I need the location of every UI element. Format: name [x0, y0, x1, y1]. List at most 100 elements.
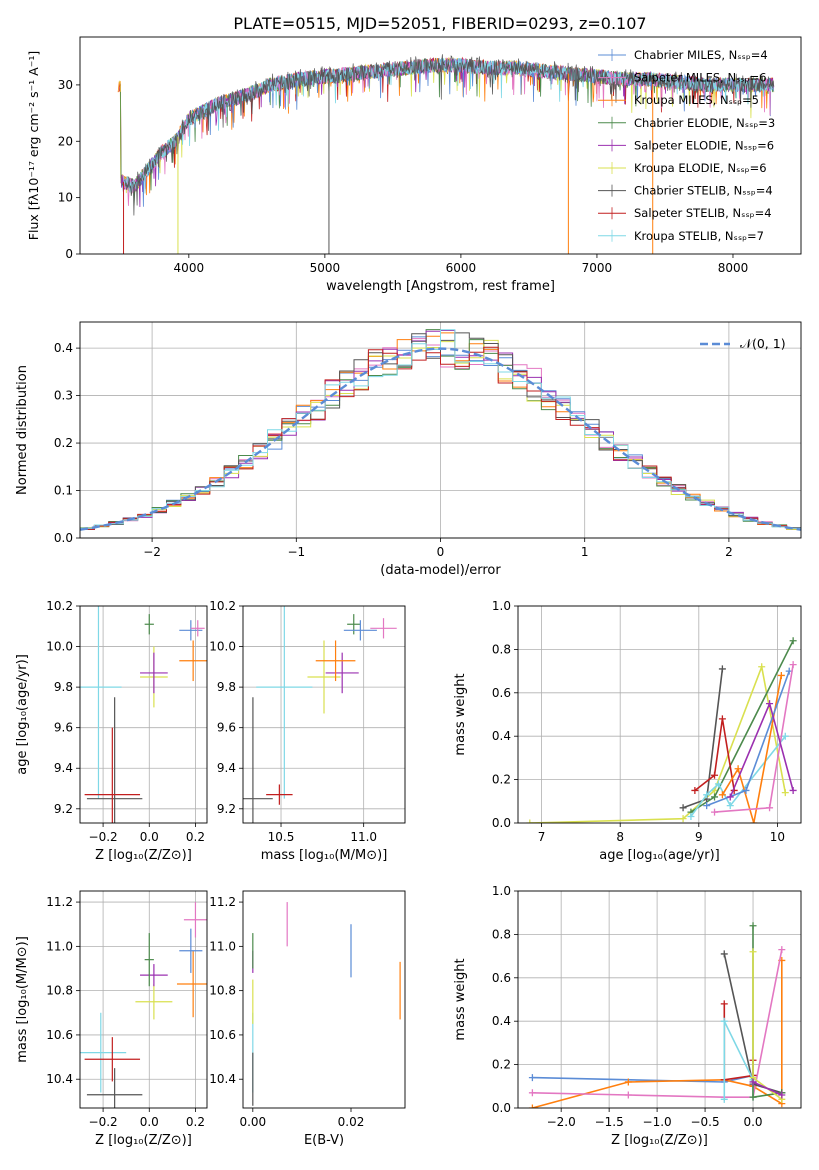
x-tick-label: 0	[437, 545, 445, 559]
normal-curve	[80, 347, 801, 531]
x-tick-label: 4000	[174, 261, 205, 275]
panel-weight_vs_Z: −2.0 −1.5 −1.0 −0.5 0.0 0.0 0.2 0.4 0.6 0.8 1.0 Z […	[453, 884, 802, 1148]
x-axis-label: mass [log₁₀(M/M⊙)]	[261, 848, 388, 863]
y-tick-label: 0.0	[492, 1101, 511, 1115]
y-tick-label: 0.2	[492, 773, 511, 787]
y-axis-label: Normed distribution	[15, 365, 30, 495]
weight-marker	[750, 819, 758, 823]
weight-marker	[720, 1000, 728, 1008]
y-tick-label: 10.6	[209, 1028, 236, 1042]
y-axis-label: mass weight	[453, 673, 468, 755]
panel-weight_vs_age: 7 8 9 10 0.0 0.2 0.4 0.6 0.8 1.0 age [log₁₀(age/yr…	[453, 599, 802, 863]
y-tick-label: 0.4	[492, 1014, 511, 1028]
spectrum-line-chabrier_stelib	[124, 54, 775, 216]
x-tick-label: 0.0	[140, 830, 159, 844]
y-tick-label: 0.8	[492, 927, 511, 941]
weight-line-salpeter_stelib	[723, 1003, 754, 1081]
x-axis-label: (data-model)/error	[380, 563, 501, 578]
weight-marker	[734, 765, 742, 773]
axes-frame	[79, 36, 802, 255]
weight-marker	[766, 700, 774, 708]
y-tick-label: 9.6	[54, 721, 73, 735]
weight-marker	[624, 1078, 632, 1086]
y-tick-label: 9.4	[217, 761, 236, 775]
plot-area	[526, 637, 797, 823]
y-axis-label: mass weight	[453, 958, 468, 1040]
y-tick-label: 10.4	[46, 1072, 73, 1086]
y-tick-label: 0.4	[54, 341, 73, 355]
weight-marker	[720, 950, 728, 958]
weight-marker	[687, 812, 695, 820]
weight-marker	[711, 793, 719, 801]
panel-age_vs_Z: −0.2 0.0 0.2 9.2 9.4 9.6 9.8 10.0 10.2 Z [log₁₀(Z…	[15, 599, 208, 863]
weight-marker	[528, 1104, 536, 1108]
legend-label: Kroupa STELIB, Nₛₛₚ=7	[634, 229, 764, 243]
y-tick-label: 11.2	[209, 895, 236, 909]
x-tick-label: −2	[143, 545, 161, 559]
axes-frame	[242, 890, 406, 1109]
y-axis-label: mass [log₁₀(M/M⊙)]	[15, 936, 30, 1063]
y-tick-label: 0.6	[492, 971, 511, 985]
plot-area	[80, 329, 801, 531]
x-axis-label: E(B-V)	[304, 1133, 344, 1148]
weight-marker	[789, 661, 797, 669]
y-tick-label: 0.0	[54, 531, 73, 545]
y-tick-label: 0.0	[492, 816, 511, 830]
y-tick-label: 0.6	[492, 686, 511, 700]
plot-area	[80, 606, 207, 823]
weight-marker	[714, 780, 722, 788]
weight-marker	[718, 791, 726, 799]
weight-line-salpeter_stelib	[694, 718, 735, 792]
weight-marker	[749, 948, 757, 956]
x-tick-label: −1.0	[643, 1115, 672, 1129]
weight-marker	[726, 802, 734, 810]
weight-line-kroupa_stelib	[723, 1020, 754, 1100]
weight-marker	[766, 804, 774, 812]
weight-marker	[720, 1095, 728, 1103]
x-axis-label: wavelength [Angstrom, rest frame]	[326, 279, 555, 294]
y-tick-label: 9.8	[54, 680, 73, 694]
x-tick-label: 0.02	[338, 1115, 365, 1129]
weight-line-kroupa_miles	[532, 960, 783, 1108]
plot-area	[243, 606, 397, 823]
x-tick-label: 0.2	[186, 1115, 205, 1129]
y-tick-label: 10.0	[209, 640, 236, 654]
y-tick-label: 11.2	[46, 895, 73, 909]
x-tick-label: 10	[770, 830, 785, 844]
weight-marker	[781, 789, 789, 797]
x-tick-label: 8000	[718, 261, 749, 275]
y-tick-label: 10.8	[46, 984, 73, 998]
x-tick-label: 8	[616, 830, 624, 844]
axes-frame	[242, 605, 406, 824]
x-tick-label: −1	[287, 545, 305, 559]
weight-marker	[691, 786, 699, 794]
legend-label: Kroupa ELODIE, Nₛₛₚ=6	[634, 161, 767, 175]
weight-marker	[778, 946, 786, 954]
y-tick-label: 9.8	[217, 680, 236, 694]
legend: Chabrier MILES, Nₛₛₚ=4 Salpeter MILES, Nₛ…	[598, 48, 775, 243]
y-tick-label: 10.0	[46, 640, 73, 654]
weight-marker	[720, 1017, 728, 1025]
y-axis-label: age [log₁₀(age/yr)]	[15, 654, 30, 775]
panel-residual_hist: −2 −1 0 1 2 0.0 0.1 0.2 0.3 0.4 (data-model)/error…	[15, 321, 802, 578]
weight-marker	[781, 732, 789, 740]
x-tick-label: −0.2	[89, 830, 118, 844]
plot-area	[252, 902, 401, 1106]
y-tick-label: 11.0	[209, 939, 236, 953]
x-tick-label: 10.5	[268, 830, 295, 844]
weight-line-kroupa_miles	[721, 675, 783, 823]
panel-mass_vs_ebv: 0.00 0.02 10.4 10.6 10.8 11.0 11.2 E(B-V)	[209, 890, 406, 1148]
y-axis-label: Flux [fλ10⁻¹⁷ erg cm⁻² s⁻¹ A⁻¹]	[26, 51, 41, 240]
y-tick-label: 9.6	[217, 721, 236, 735]
legend-label: Chabrier ELODIE, Nₛₛₚ=3	[634, 116, 775, 130]
x-axis-label: Z [log₁₀(Z/Z⊙)]	[611, 1133, 708, 1148]
y-tick-label: 0.2	[54, 436, 73, 450]
y-tick-label: 11.0	[46, 939, 73, 953]
weight-marker	[758, 663, 766, 671]
panel-age_vs_mass: 10.5 11.0 9.2 9.4 9.6 9.8 10.0 10.2 mass [log₁₀(…	[209, 599, 406, 863]
weight-marker	[703, 791, 711, 799]
weight-marker	[703, 802, 711, 810]
axes-frame	[79, 321, 802, 539]
panel-spectrum: 4000 5000 6000 7000 8000 0 10 20 30 wavelength [A…	[26, 36, 802, 294]
